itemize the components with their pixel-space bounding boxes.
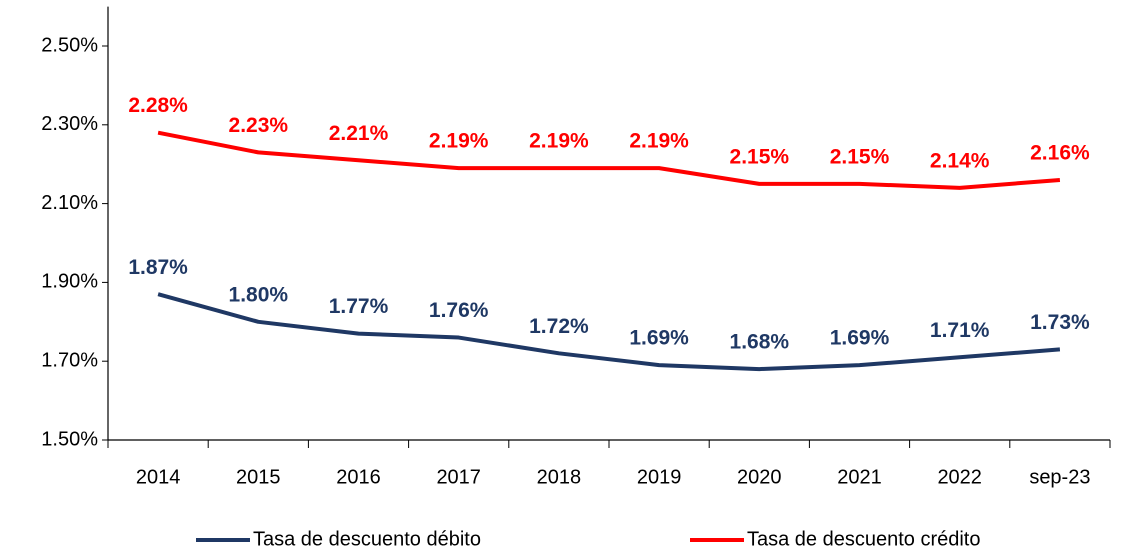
x-tick-label: 2020 <box>737 466 782 488</box>
data-label: 1.72% <box>529 315 589 338</box>
legend-label: Tasa de descuento crédito <box>747 528 981 550</box>
y-tick-label: 2.50% <box>41 34 98 56</box>
data-label: 2.16% <box>1030 142 1090 165</box>
x-tick-label: 2018 <box>537 466 582 488</box>
series-line <box>157 292 1061 372</box>
data-label: 1.80% <box>229 283 289 306</box>
data-label: 2.19% <box>629 130 689 153</box>
y-tick-label: 2.30% <box>41 113 98 135</box>
y-tick-label: 2.10% <box>41 192 98 214</box>
y-tick-label: 1.70% <box>41 349 98 371</box>
data-label: 1.76% <box>429 299 489 322</box>
data-label: 1.87% <box>128 256 188 279</box>
data-label: 2.19% <box>529 130 589 153</box>
data-label: 1.69% <box>830 327 890 350</box>
data-label: 2.15% <box>830 145 890 168</box>
x-tick-label: 2015 <box>236 466 281 488</box>
x-tick-label: 2017 <box>436 466 481 488</box>
data-label: 2.21% <box>329 122 389 145</box>
x-tick-label: 2022 <box>937 466 982 488</box>
data-label: 2.15% <box>730 145 790 168</box>
x-tick-label: sep-23 <box>1029 466 1090 488</box>
x-tick-label: 2014 <box>136 466 181 488</box>
data-label: 1.68% <box>730 331 790 354</box>
series-line <box>157 130 1061 190</box>
y-tick-label: 1.90% <box>41 271 98 293</box>
x-tick-label: 2019 <box>637 466 682 488</box>
legend-label: Tasa de descuento débito <box>253 528 481 550</box>
x-tick-label: 2016 <box>336 466 381 488</box>
data-label: 2.19% <box>429 130 489 153</box>
data-label: 1.71% <box>930 319 990 342</box>
data-label: 2.23% <box>229 114 289 137</box>
data-label: 1.77% <box>329 295 389 318</box>
y-tick-label: 1.50% <box>41 428 98 450</box>
x-tick-label: 2021 <box>837 466 882 488</box>
data-label: 2.28% <box>128 94 188 117</box>
data-label: 2.14% <box>930 149 990 172</box>
data-label: 1.69% <box>629 327 689 350</box>
data-label: 1.73% <box>1030 311 1090 334</box>
